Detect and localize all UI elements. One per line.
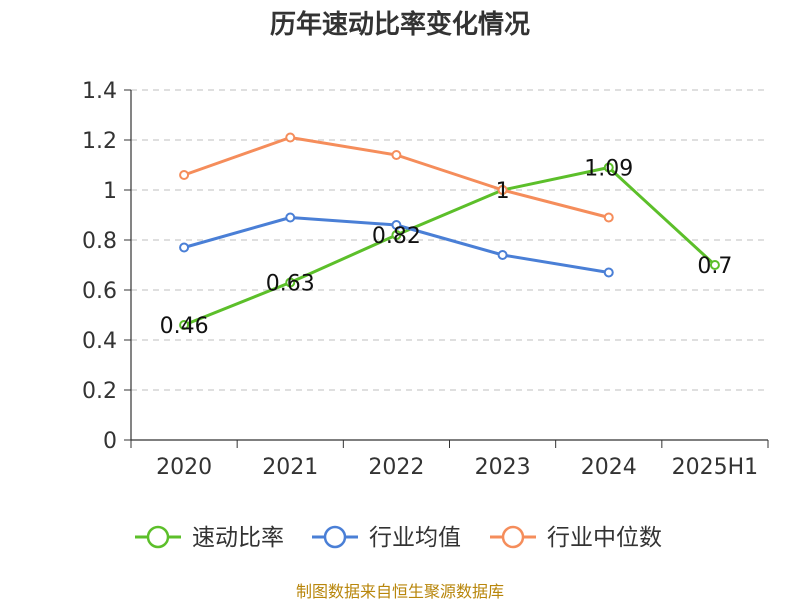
data-point <box>179 170 190 180</box>
y-tick-label: 1.2 <box>82 129 117 154</box>
chart-title: 历年速动比率变化情况 <box>269 10 530 40</box>
legend-item-1: 行业均值 <box>312 525 461 551</box>
legend-item-0: 速动比率 <box>135 525 284 551</box>
y-tick-label: 0.6 <box>82 279 117 304</box>
x-tick-label: 2025H1 <box>672 455 759 480</box>
data-point <box>603 267 614 278</box>
data-point <box>497 185 508 195</box>
x-tick-label: 2023 <box>475 455 531 480</box>
legend-marker <box>323 525 347 549</box>
data-label-layer: 0.46 0.63 0.82 1 1.09 0.7 <box>160 157 733 340</box>
data-label: 0.82 <box>372 224 421 249</box>
data-point <box>285 277 296 288</box>
series-layer <box>179 132 720 330</box>
data-point <box>497 250 508 260</box>
y-tick-label: 0.4 <box>82 329 117 354</box>
x-tick-label: 2021 <box>262 455 318 480</box>
data-point <box>285 132 296 143</box>
legend-marker <box>146 525 170 549</box>
data-point <box>391 220 402 230</box>
legend: 速动比率 行业均值 行业中位数 <box>135 525 662 551</box>
legend-label: 行业中位数 <box>547 525 662 551</box>
data-point <box>179 320 190 330</box>
grid-layer <box>131 89 768 391</box>
legend-item-2: 行业中位数 <box>490 525 662 551</box>
x-tick-label: 2024 <box>581 455 637 480</box>
data-point <box>179 242 190 253</box>
y-tick-label: 0.2 <box>82 379 117 404</box>
data-label: 1.09 <box>584 157 633 182</box>
data-label: 0.46 <box>160 314 209 339</box>
data-point <box>391 150 402 160</box>
data-label: 1 <box>496 179 510 204</box>
y-tick-label: 0.8 <box>82 229 117 254</box>
axis-layer: 0 0.2 0.4 0.6 0.8 1 1.2 1.4 2020 2021 2022 2023 2024… <box>82 79 769 480</box>
data-label: 0.63 <box>266 272 315 297</box>
y-tick-label: 1 <box>103 179 117 204</box>
data-point <box>603 162 614 173</box>
legend-label: 行业均值 <box>369 525 461 551</box>
y-tick-label: 1.4 <box>82 79 117 104</box>
series-line-0 <box>183 166 716 327</box>
data-point <box>285 212 296 223</box>
y-tick-label: 0 <box>103 429 117 454</box>
data-label: 0.7 <box>697 254 732 279</box>
source-note: 制图数据来自恒生聚源数据库 <box>295 582 504 601</box>
legend-label: 速动比率 <box>192 525 284 551</box>
data-point <box>603 212 614 223</box>
x-tick-label: 2022 <box>368 455 424 480</box>
legend-marker <box>501 525 525 549</box>
x-tick-label: 2020 <box>156 455 212 480</box>
data-point <box>709 260 720 270</box>
series-line-2 <box>183 136 610 219</box>
data-point <box>391 230 402 240</box>
